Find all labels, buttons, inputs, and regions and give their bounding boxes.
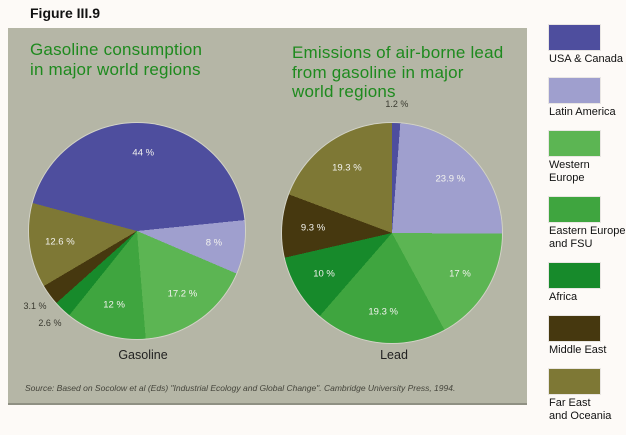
pie-disc-gasoline [29,123,245,339]
legend-item: Middle East [549,315,626,357]
figure-label: Figure III.9 [30,5,101,21]
pie-slice-label: 12 % [103,299,125,311]
legend-swatch [549,77,600,103]
pie-slice-label: 2.6 % [38,317,62,328]
pie-slice-label: 19.3 % [368,306,398,318]
legend-item-label: USA & Canada [549,53,623,65]
legend-item: Latin America [549,77,626,119]
legend-swatch [549,368,600,394]
legend-swatch [549,315,600,341]
axis-label-lead: Lead [380,348,408,362]
chart-panel: Gasoline consumption in major world regi… [8,28,527,405]
pie-slice-label: 23.9 % [435,173,466,185]
legend-item: Far East and Oceania [549,368,626,423]
legend-item: Africa [549,262,626,304]
legend-item-label: Far East and Oceania [549,396,612,422]
legend-swatch [549,25,600,50]
legend-swatch [549,262,600,288]
legend-item-label: Latin America [549,105,616,118]
legend-item-label: Middle East [549,343,607,356]
axis-label-gasoline: Gasoline [118,348,168,362]
pie-slice-label: 19.3 % [332,162,362,174]
legend-item-label: Western Europe [549,158,590,184]
legend-item-label: Africa [549,290,578,303]
legend-swatch [549,196,600,222]
legend-item: Eastern Europe and FSU [549,196,626,251]
pie-slice-label: 44 % [132,147,155,159]
pie-slice-label: 9.3 % [300,222,326,234]
pie-slice-label: 8 % [205,237,223,249]
pie-slice-label: 17 % [449,268,471,280]
pie-slice-label: 12.6 % [45,236,75,248]
pie-slice-label: 17.2 % [167,288,198,300]
pie-slice-label: 3.1 % [23,300,47,311]
pie-disc-lead [282,123,502,343]
legend-item-label: Eastern Europe and FSU [549,224,626,250]
legend-item: USA & Canada [549,25,626,66]
chart-title-gasoline: Gasoline consumption in major world regi… [30,40,203,79]
pie-gasoline: 44 % 8 % 17.2 % 12 % 2.6 % 3.1 % 12.6 % [24,123,245,339]
legend: USA & Canada Latin America Western Europe E… [549,25,626,435]
chart-title-lead: Emissions of air-borne lead from gasolin… [292,43,504,102]
pie-lead: 1.2 % 23.9 % 17 % 19.3 % 10 % 9.3 % 19.3 % [282,99,502,343]
pie-slice-label: 1.2 % [385,99,409,110]
legend-swatch [549,130,600,156]
source-note: Source: Based on Socolow et al (Eds) "In… [25,383,456,393]
legend-item: Western Europe [549,130,626,185]
pie-slice-label: 10 % [313,268,335,280]
